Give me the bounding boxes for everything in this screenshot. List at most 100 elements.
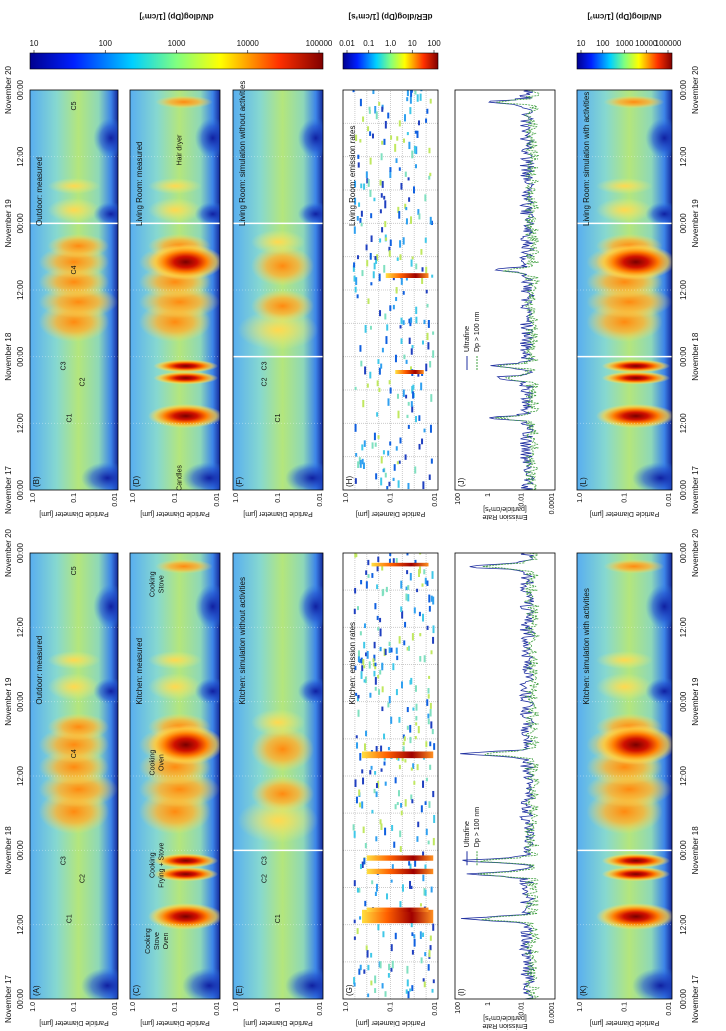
emission-cell — [420, 382, 423, 391]
heatmap-blob — [285, 967, 323, 999]
emission-cell — [361, 444, 364, 451]
emission-streak — [385, 273, 429, 278]
emission-cell — [354, 386, 357, 391]
heatmap-blob — [632, 967, 672, 999]
date-label: November 17 — [4, 465, 13, 514]
emission-cell — [419, 633, 422, 637]
emission-cell — [379, 819, 382, 825]
emission-cell — [401, 884, 404, 892]
heatmap-blob — [182, 967, 220, 999]
emission-cell — [420, 805, 423, 813]
y-tick-label: 1.0 — [30, 1002, 37, 1012]
emission-cell — [412, 707, 415, 711]
panel-label: (G) — [345, 984, 354, 996]
heatmap-blob — [93, 202, 118, 226]
emission-cell — [379, 310, 382, 317]
emission-cell — [381, 181, 384, 188]
emission-cell — [370, 980, 373, 986]
emission-cell — [387, 973, 390, 978]
y-tick-label: 0.1 — [387, 1002, 394, 1012]
emission-cell — [413, 145, 416, 154]
emission-cell — [417, 821, 420, 828]
emission-cell — [358, 789, 361, 796]
emission-cell — [396, 655, 399, 661]
emission-cell — [393, 464, 396, 471]
emission-cell — [353, 982, 356, 987]
time-tick-label: 12:00 — [679, 617, 688, 638]
emission-cell — [432, 331, 435, 335]
date-label: November 20 — [4, 528, 13, 577]
panel-title: Living Room: simulation with activities — [582, 92, 591, 226]
emission-cell — [427, 342, 430, 350]
emission-cell — [363, 440, 366, 447]
emission-cell — [361, 801, 364, 809]
emission-cell — [387, 746, 390, 751]
emission-cell — [377, 556, 380, 563]
colorbar-tick-label: 0.01 — [339, 39, 355, 48]
emission-cell — [353, 608, 356, 614]
emission-cell — [379, 628, 382, 637]
emission-cell — [410, 767, 413, 771]
y-tick-label: 1.0 — [233, 493, 240, 503]
annotation: Oven — [158, 754, 165, 771]
emission-cell — [429, 741, 432, 747]
emission-cell — [426, 303, 429, 308]
panel: (H) Living Room: emission rates 1.0 0.1 0.01… — [342, 89, 439, 517]
emission-cell — [400, 606, 403, 612]
emission-cell — [359, 753, 362, 761]
emission-cell — [354, 665, 357, 671]
emission-cell — [376, 380, 379, 387]
emission-cell — [407, 585, 410, 590]
emission-cell — [369, 131, 372, 136]
emission-cell — [391, 960, 394, 969]
heatmap-blob — [601, 371, 671, 385]
emission-cell — [398, 716, 401, 723]
emission-cell — [390, 967, 393, 972]
emission-cell — [424, 577, 427, 585]
annotation: C1 — [66, 914, 73, 923]
emission-cell — [425, 828, 428, 836]
heatmap-blob — [297, 118, 323, 158]
emission-cell — [409, 736, 412, 744]
emission-cell — [364, 366, 367, 375]
emission-cell — [390, 135, 393, 140]
emission-cell — [405, 989, 408, 994]
annotation: C2 — [80, 874, 87, 883]
emission-cell — [366, 383, 369, 388]
panel-frame — [232, 552, 324, 1000]
emission-cell — [369, 252, 372, 260]
emission-cell — [364, 900, 367, 907]
annotation: Stove — [158, 575, 165, 593]
emission-cell — [374, 771, 377, 775]
date-label: November 18 — [4, 826, 13, 875]
panel-frame — [129, 89, 221, 491]
colorbar-tick-label: 1000 — [616, 39, 634, 48]
emission-cell — [424, 952, 427, 957]
emission-cell — [433, 743, 436, 750]
y-tick-label: 0.1 — [172, 493, 179, 503]
emission-cell — [403, 354, 406, 360]
emission-cell — [357, 650, 360, 658]
emission-cell — [381, 347, 384, 353]
emission-cell — [355, 277, 358, 286]
date-label: November 19 — [4, 677, 13, 726]
panel-frame — [576, 89, 673, 491]
emission-cell — [429, 172, 432, 177]
emission-cell — [406, 707, 409, 713]
emission-cell — [387, 112, 390, 119]
annotation: C3 — [60, 856, 67, 865]
panel: Ultrafine Dp > 100 nm (J) 100 1 0.01 0.0001 Emi… — [454, 89, 556, 520]
time-tick-label: 00:00 — [679, 691, 688, 712]
panel-body — [130, 90, 220, 490]
emission-cell — [404, 171, 407, 177]
emission-cell — [407, 401, 410, 406]
coarse-line — [478, 553, 541, 999]
colorbar-tick-label: 100 — [427, 39, 441, 48]
emission-cell — [420, 90, 423, 92]
panel: (G) Kitchen: emission rates 1.0 0.1 0.01 Part… — [342, 552, 439, 1026]
emission-cell — [414, 164, 417, 169]
emission-cell — [411, 932, 414, 937]
emission-cell — [406, 132, 409, 136]
emission-cell — [359, 459, 362, 468]
heatmap-background — [233, 553, 323, 999]
